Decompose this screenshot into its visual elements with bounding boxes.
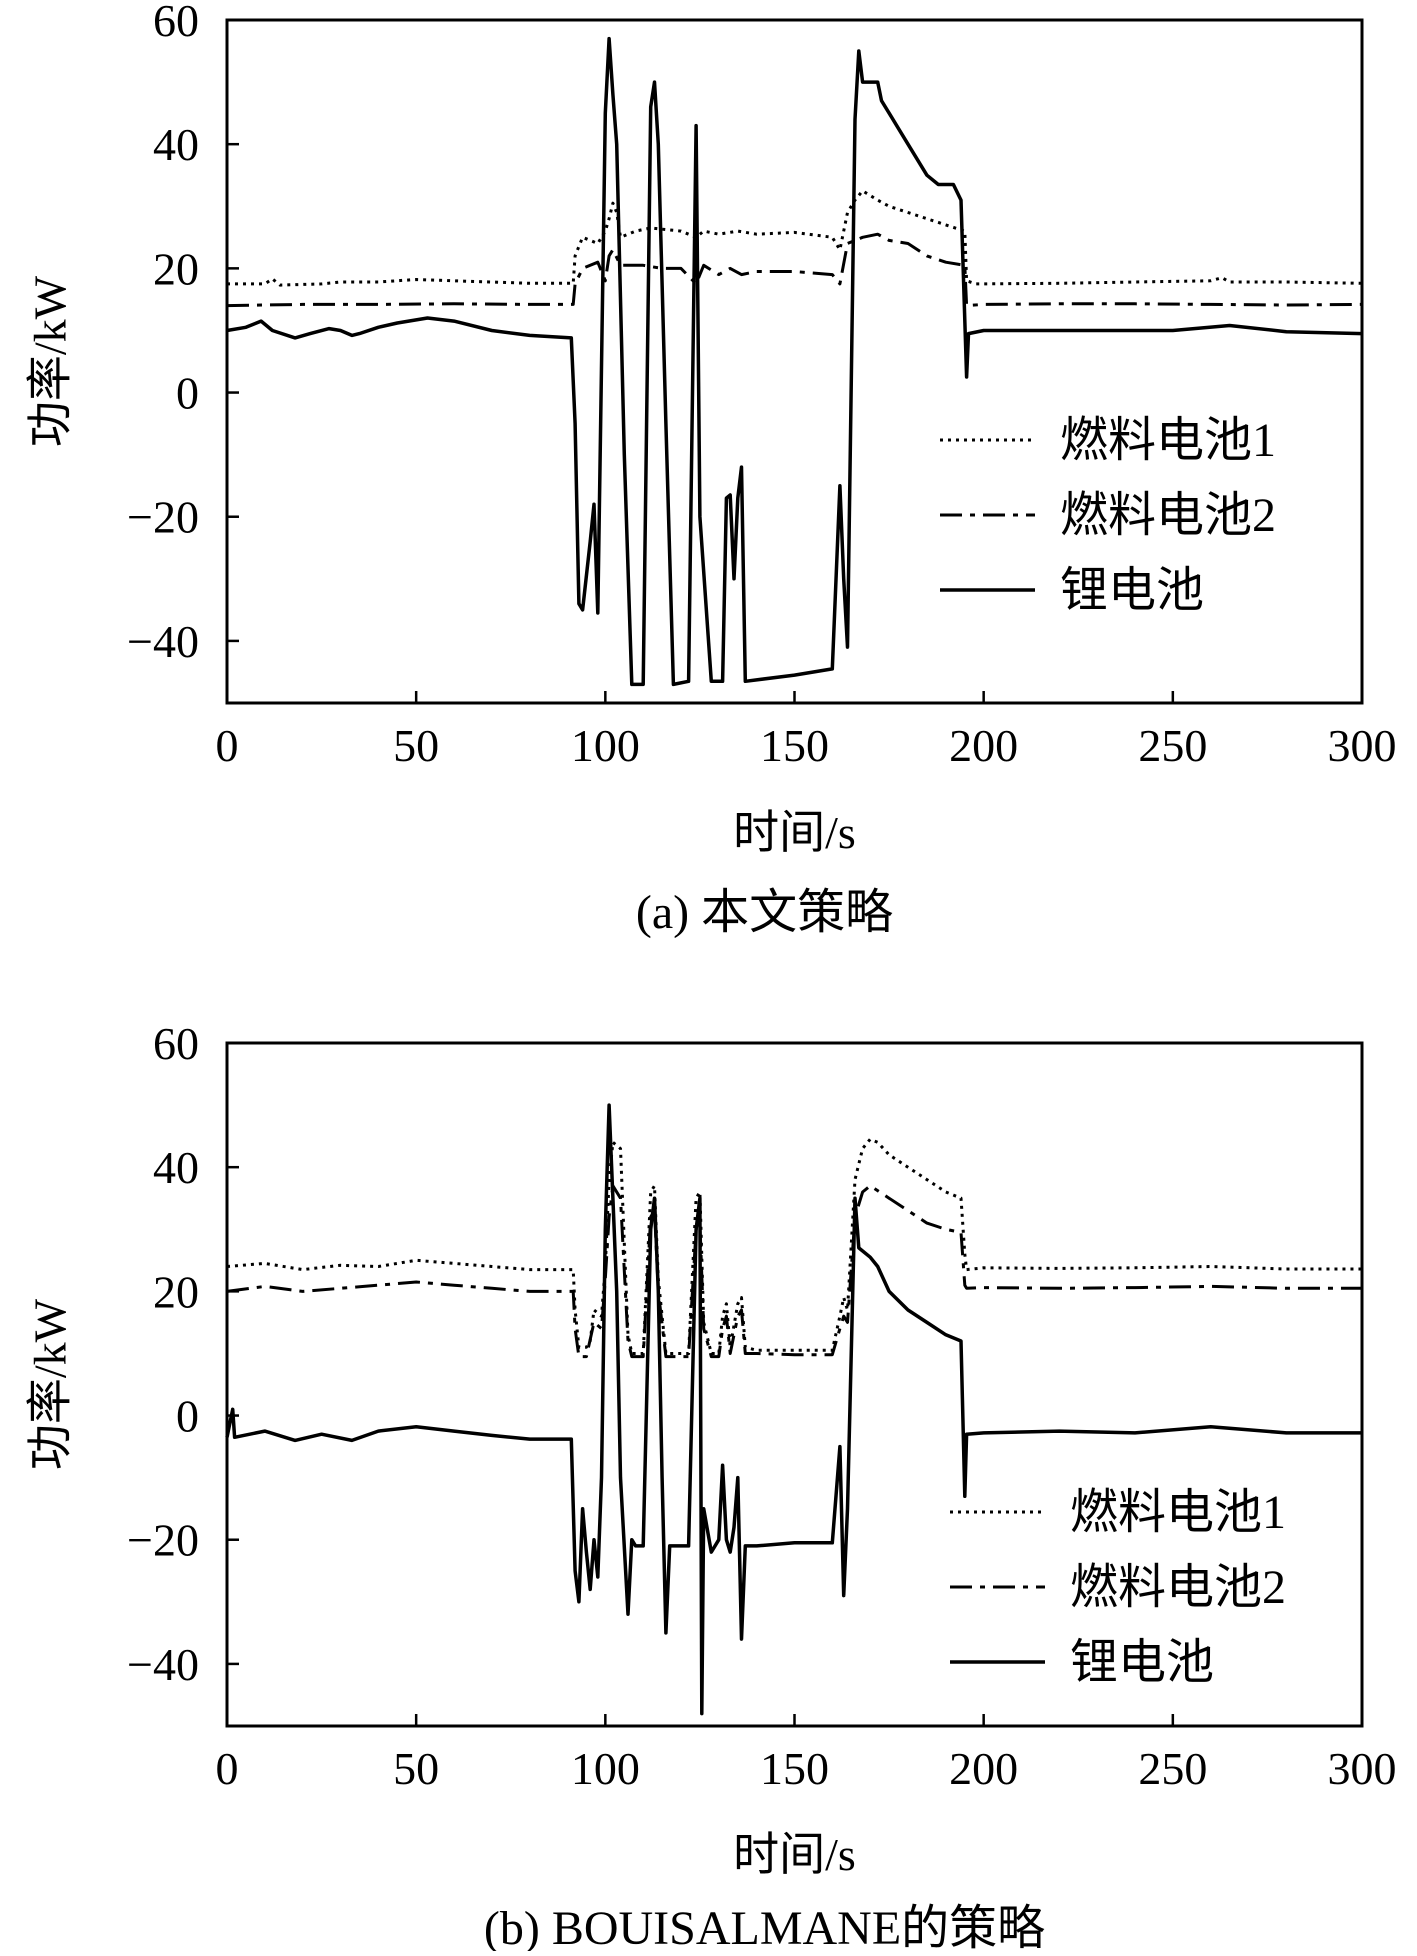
y-tick-label: −20: [127, 492, 199, 543]
y-axis-title: 功率/kW: [25, 1298, 76, 1470]
y-tick-label: −40: [127, 616, 199, 667]
x-tick-label: 0: [216, 720, 239, 771]
x-tick-label: 250: [1138, 1743, 1207, 1794]
x-tick-label: 300: [1328, 720, 1397, 771]
y-tick-label: 0: [176, 1391, 199, 1442]
x-tick-label: 250: [1138, 720, 1207, 771]
y-tick-label: 60: [153, 0, 199, 46]
series-fc2-line: [226, 1184, 1362, 1359]
y-tick-label: −20: [127, 1515, 199, 1566]
legend-item-fc1: 燃料电池1: [940, 414, 1276, 467]
legend-label-fc1: 燃料电池1: [1060, 414, 1276, 467]
legend-item-fc2: 燃料电池2: [940, 489, 1276, 542]
series-fc1-line: [227, 189, 1363, 287]
x-tick-label: 200: [949, 1743, 1018, 1794]
legend-item-battery: 锂电池: [950, 1636, 1214, 1689]
series-battery-line: [225, 1103, 1362, 1716]
y-tick-label: 40: [153, 119, 199, 170]
legend: 燃料电池1 燃料电池2 锂电池: [950, 1486, 1286, 1689]
legend-item-fc2: 燃料电池2: [950, 1561, 1286, 1614]
x-tick-label: 100: [571, 1743, 640, 1794]
chart-caption: (a) 本文策略: [636, 886, 893, 939]
x-tick-label: 300: [1328, 1743, 1397, 1794]
legend-item-fc1: 燃料电池1: [950, 1486, 1286, 1539]
chart-panel-b: 0 50 100 150 200 250 300 −40 −20 0 20 40 60 时间/s 功率…: [25, 1018, 1397, 1955]
x-axis: 0 50 100 150 200 250 300: [216, 1714, 1397, 1794]
y-tick-label: 20: [153, 1266, 199, 1317]
series-battery-line: [226, 36, 1363, 687]
x-axis: 0 50 100 150 200 250 300: [216, 691, 1397, 771]
plot-area-frame: [225, 1041, 1364, 1728]
x-axis-title: 时间/s: [733, 807, 856, 858]
x-tick-label: 0: [216, 1743, 239, 1794]
y-tick-label: 60: [153, 1018, 199, 1069]
y-tick-label: 0: [176, 368, 199, 419]
x-tick-label: 150: [760, 720, 829, 771]
chart-caption: (b) BOUISALMANE的策略: [484, 1902, 1045, 1951]
x-tick-label: 50: [393, 720, 439, 771]
legend-label-fc2: 燃料电池2: [1060, 489, 1276, 542]
x-axis-title: 时间/s: [733, 1829, 856, 1880]
x-tick-label: 50: [393, 1743, 439, 1794]
legend-label-battery: 锂电池: [1060, 564, 1204, 617]
legend-item-battery: 锂电池: [940, 564, 1204, 617]
series-fc1-line: [226, 1137, 1362, 1355]
y-tick-label: 40: [153, 1142, 199, 1193]
x-tick-label: 150: [760, 1743, 829, 1794]
series-lines: [225, 1103, 1362, 1716]
y-axis: −40 −20 0 20 40 60: [127, 1018, 239, 1690]
y-tick-label: 20: [153, 243, 199, 294]
x-tick-label: 100: [571, 720, 640, 771]
y-axis-title: 功率/kW: [25, 275, 76, 447]
series-fc2-line: [226, 232, 1363, 308]
legend-label-fc1: 燃料电池1: [1070, 1486, 1286, 1539]
y-axis: −40 −20 0 20 40 60: [127, 0, 239, 667]
chart-panel-a: 0 50 100 150 200 250 300 −40 −20 0 20 40 60 时间/s 功率…: [25, 0, 1397, 939]
series-lines: [226, 36, 1363, 687]
legend: 燃料电池1 燃料电池2 锂电池: [940, 414, 1276, 617]
y-tick-label: −40: [127, 1639, 199, 1690]
x-tick-label: 200: [949, 720, 1018, 771]
legend-label-battery: 锂电池: [1070, 1636, 1214, 1689]
legend-label-fc2: 燃料电池2: [1070, 1561, 1286, 1614]
